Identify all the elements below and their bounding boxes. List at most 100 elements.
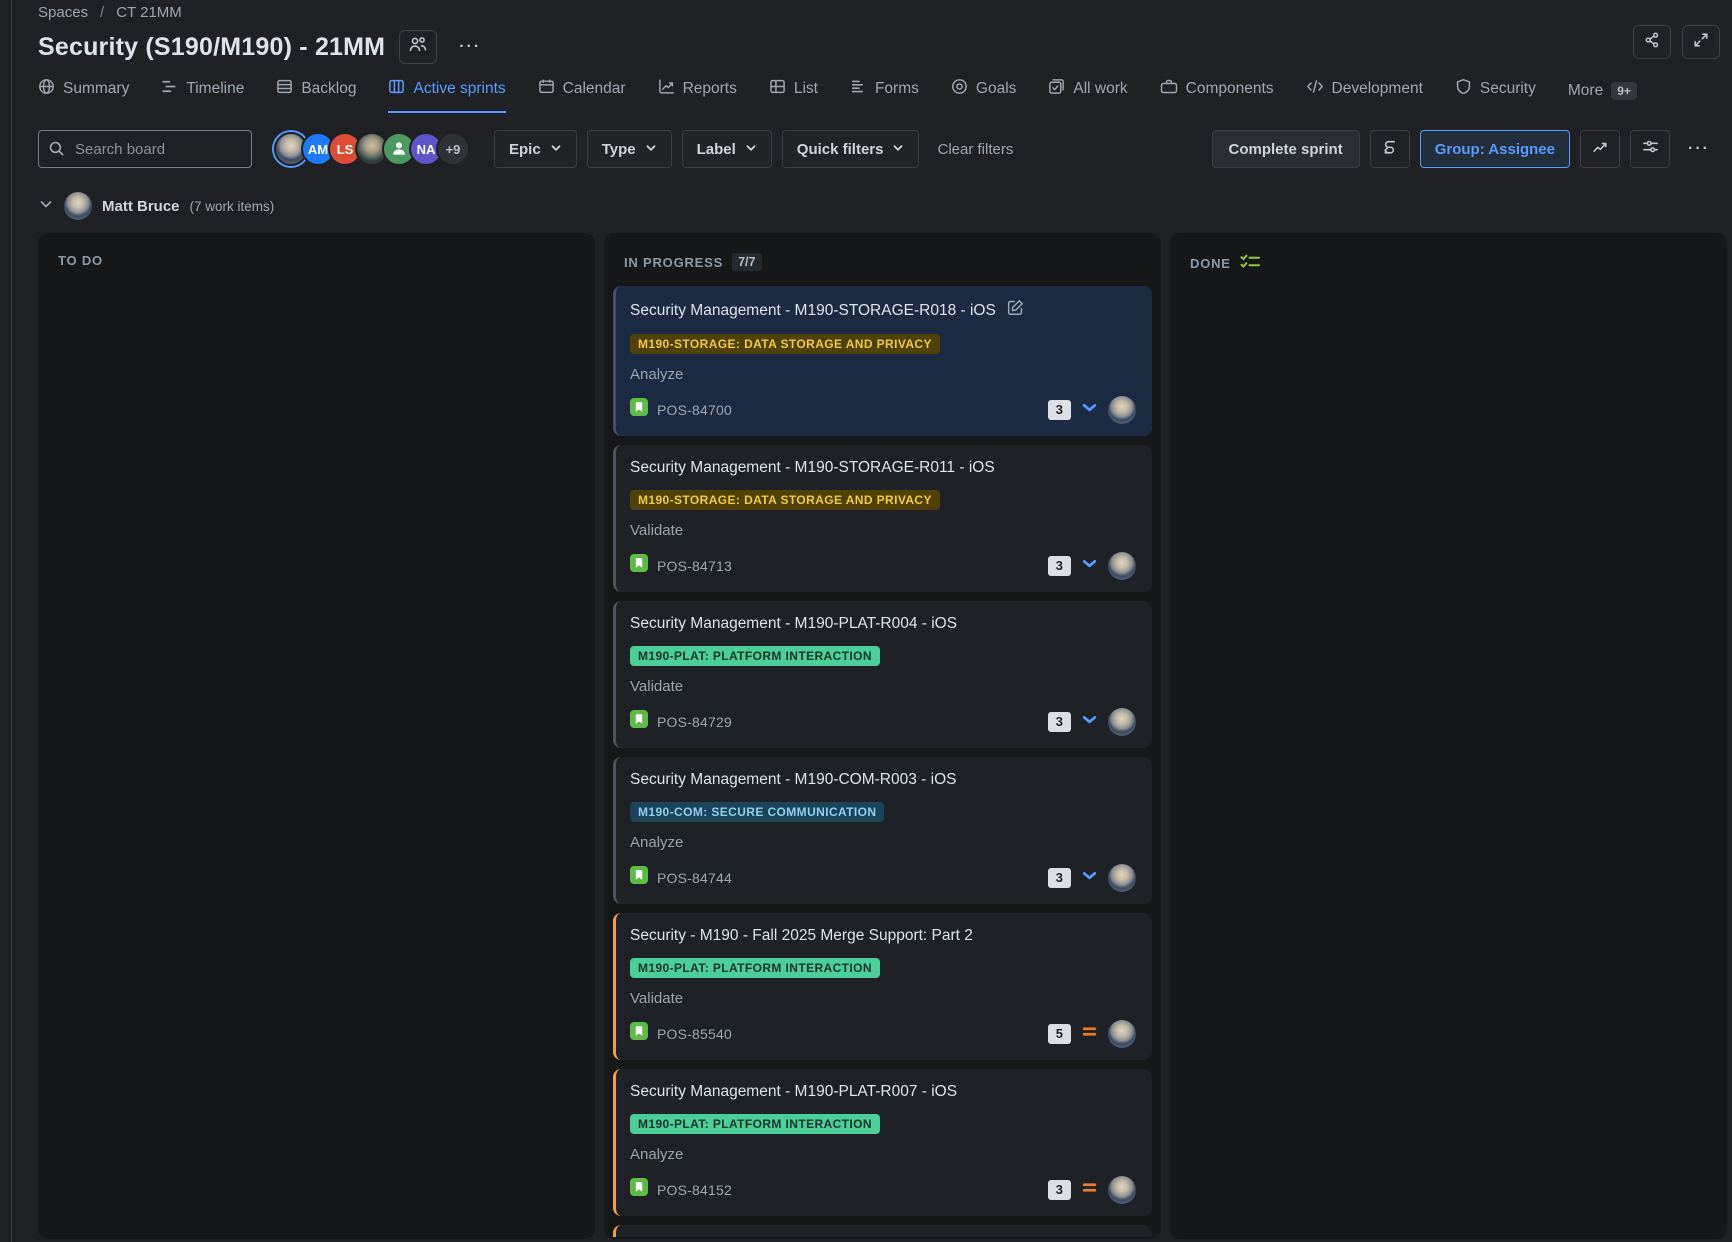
issue-card[interactable]: Security - M190 - Fall 2025 Merge Suppor… [613, 912, 1152, 1060]
list-icon [769, 78, 786, 100]
expand-icon [1693, 32, 1709, 53]
tab-security[interactable]: Security [1455, 78, 1536, 113]
issue-card[interactable]: Security Management - M190-COM-R003 - iO… [613, 756, 1152, 904]
card-title: Security Management - M190-STORAGE-R011 … [630, 458, 995, 476]
priority-low-icon [1081, 555, 1098, 577]
tab-active-sprints[interactable]: Active sprints [388, 78, 506, 113]
assignee-avatar[interactable] [1108, 707, 1136, 736]
priority-low-icon [1081, 399, 1098, 421]
epic-label-chip[interactable]: M190-COM: SECURE COMMUNICATION [630, 801, 885, 822]
assignee-avatar[interactable] [1108, 551, 1136, 580]
column-done-header: DONE [1170, 233, 1727, 279]
tab-all-work[interactable]: All work [1048, 78, 1128, 113]
board-toolbar: AM LS NA +9 Epic Type Label Quick filter… [38, 130, 1732, 168]
people-icon [408, 36, 428, 58]
issue-card[interactable]: Security Management - M190-PLAT-R004 - i… [613, 600, 1152, 748]
tab-list[interactable]: List [769, 78, 818, 113]
shield-icon [1455, 78, 1472, 100]
avatar-overflow[interactable]: +9 [436, 132, 470, 166]
clear-filters-button[interactable]: Clear filters [937, 140, 1014, 158]
card-title: Security Management - M190-COM-R003 - iO… [630, 770, 957, 788]
story-type-icon [630, 1022, 648, 1045]
epic-label-chip[interactable]: M190-PLAT: PLATFORM INTERACTION [630, 1113, 880, 1134]
globe-icon [38, 78, 55, 100]
type-filter-dropdown[interactable]: Type [586, 130, 672, 168]
in-progress-cards: Security Management - M190-STORAGE-R018 … [604, 277, 1161, 1237]
issue-key[interactable]: POS-84700 [657, 401, 732, 418]
breadcrumb-separator: / [100, 4, 105, 21]
assignee-avatar-filter: AM LS NA +9 [274, 132, 470, 166]
fullscreen-button[interactable] [1682, 25, 1720, 59]
issue-key[interactable]: POS-84713 [657, 557, 732, 574]
assignee-avatar[interactable] [1108, 1019, 1136, 1048]
board-columns: TO DO IN PROGRESS 7/7 Security Managemen… [38, 233, 1732, 1239]
chevron-down-icon [550, 141, 562, 158]
tab-reports[interactable]: Reports [658, 78, 737, 113]
edit-icon[interactable] [1007, 299, 1024, 323]
epic-label-chip[interactable]: M190-PLAT: PLATFORM INTERACTION [630, 645, 880, 666]
breadcrumb-spaces[interactable]: Spaces [38, 4, 89, 21]
issue-key[interactable]: POS-84152 [657, 1181, 732, 1198]
card-title: Security Management - M190-PLAT-R007 - i… [630, 1082, 958, 1100]
story-points-badge: 3 [1047, 867, 1071, 888]
assignee-avatar[interactable] [1108, 863, 1136, 892]
tab-backlog[interactable]: Backlog [276, 78, 356, 113]
group-name: Matt Bruce [102, 197, 180, 215]
column-count-badge: 7/7 [732, 253, 762, 271]
card-status: Validate [630, 677, 684, 695]
goals-icon [951, 78, 968, 100]
backlog-icon [276, 78, 293, 100]
epic-label-chip[interactable]: M190-STORAGE: DATA STORAGE AND PRIVACY [630, 489, 940, 510]
view-settings-button[interactable] [1630, 130, 1670, 168]
timeline-icon [161, 78, 178, 100]
search-input[interactable] [38, 130, 252, 168]
assignee-avatar[interactable] [1108, 395, 1136, 424]
collapse-chevron-icon[interactable] [38, 196, 54, 217]
tab-goals[interactable]: Goals [951, 78, 1016, 113]
epic-filter-dropdown[interactable]: Epic [494, 130, 577, 168]
calendar-icon [538, 78, 555, 100]
chevron-down-icon [645, 141, 657, 158]
priority-medium-icon [1081, 1023, 1098, 1045]
quick-filters-dropdown[interactable]: Quick filters [781, 130, 920, 168]
priority-low-icon [1081, 867, 1098, 889]
issue-card[interactable]: Security Management - M190-PLAT-R007 - i… [613, 1068, 1152, 1216]
collaborators-button[interactable] [399, 30, 438, 64]
story-points-badge: 3 [1047, 1179, 1071, 1200]
column-todo-header: TO DO [58, 253, 103, 268]
tab-more[interactable]: More 9+ [1568, 82, 1637, 113]
insights-button[interactable] [1580, 130, 1620, 168]
breadcrumb-project[interactable]: CT 21MM [116, 4, 182, 21]
epic-label-chip[interactable]: M190-PLAT: PLATFORM INTERACTION [630, 957, 880, 978]
tab-development[interactable]: Development [1306, 78, 1423, 113]
issue-card[interactable]: Security Management - M190-STORAGE-R011 … [613, 444, 1152, 592]
tab-summary[interactable]: Summary [38, 78, 129, 113]
epic-label-chip[interactable]: M190-STORAGE: DATA STORAGE AND PRIVACY [630, 333, 940, 354]
share-button[interactable] [1633, 25, 1671, 59]
card-title: Security - M190 - Fall 2025 Merge Suppor… [630, 926, 973, 944]
sliders-icon [1642, 138, 1659, 160]
card-status: Validate [630, 521, 684, 539]
sidebar-divider[interactable] [11, 0, 12, 1242]
toolbar-more-button[interactable]: ··· [1680, 132, 1718, 166]
complete-sprint-button[interactable]: Complete sprint [1211, 130, 1360, 168]
tab-calendar[interactable]: Calendar [538, 78, 626, 113]
page-title: Security (S190/M190) - 21MM [38, 32, 386, 61]
assignee-avatar[interactable] [1108, 1175, 1136, 1204]
card-title: Security Management - M190-PLAT-R004 - i… [630, 614, 958, 632]
tab-timeline[interactable]: Timeline [161, 78, 244, 113]
story-points-badge: 5 [1047, 1023, 1071, 1044]
issue-key[interactable]: POS-84744 [657, 869, 732, 886]
search-icon [48, 140, 65, 162]
issue-card[interactable]: Security Management - M190-STORAGE-R018 … [613, 286, 1152, 436]
tab-forms[interactable]: Forms [850, 78, 919, 113]
sprint-button[interactable] [1369, 130, 1410, 168]
tab-components[interactable]: Components [1160, 78, 1274, 113]
issue-key[interactable]: POS-85540 [657, 1025, 732, 1042]
title-more-button[interactable]: ··· [451, 30, 489, 64]
column-todo: TO DO [38, 233, 595, 1239]
issue-card-partial[interactable] [613, 1224, 1152, 1237]
label-filter-dropdown[interactable]: Label [681, 130, 772, 168]
issue-key[interactable]: POS-84729 [657, 713, 732, 730]
group-by-button[interactable]: Group: Assignee [1419, 130, 1570, 168]
